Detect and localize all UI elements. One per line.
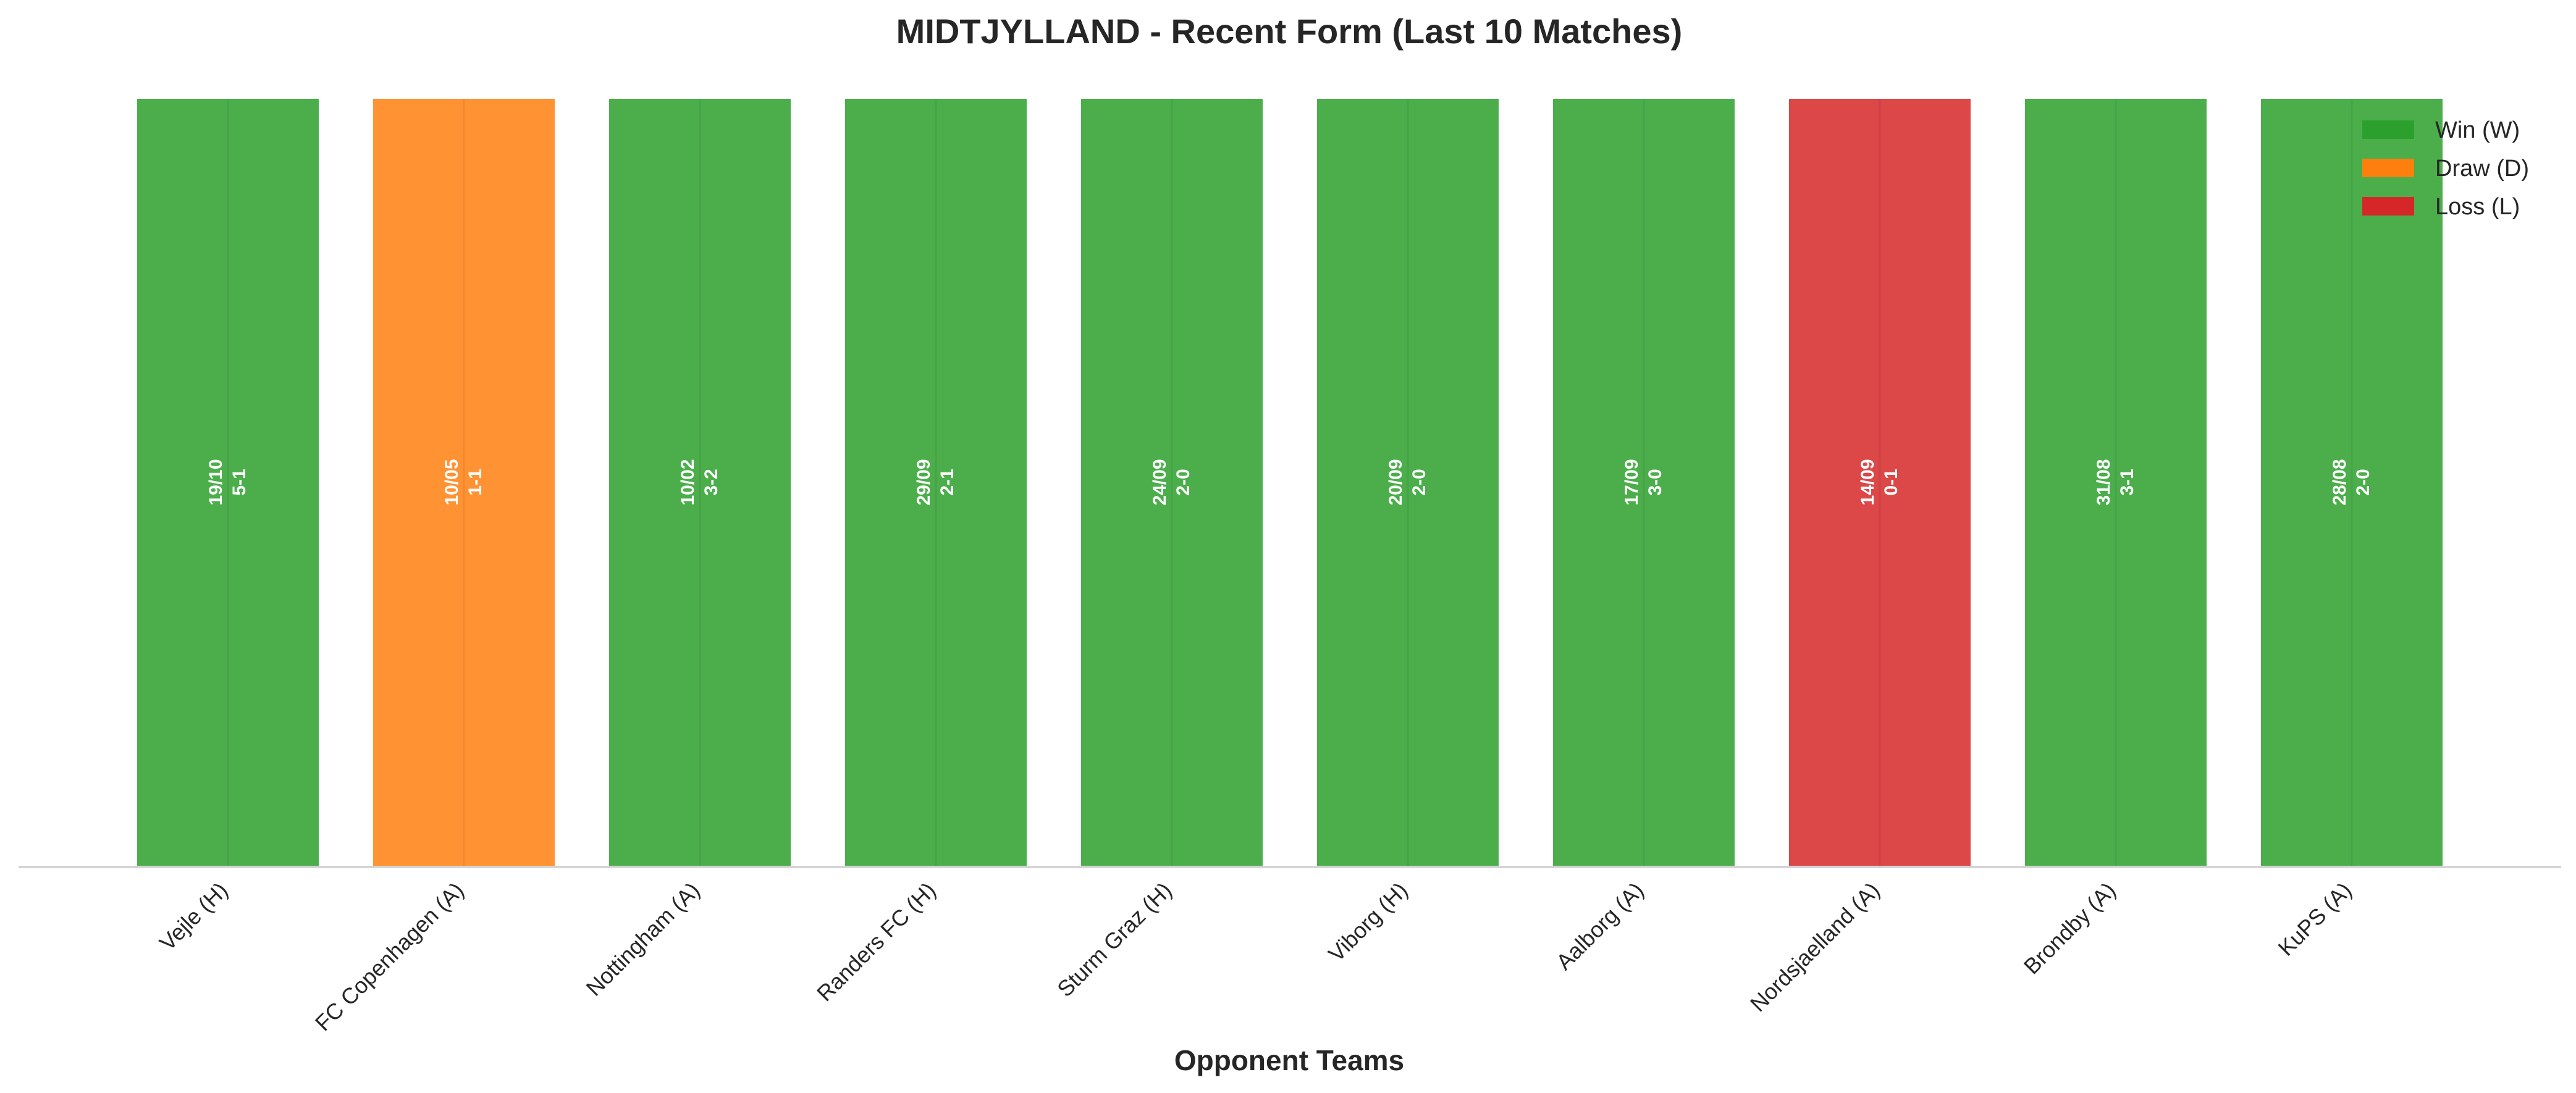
bar-score-9: 3-1 (2117, 469, 2137, 495)
bar-score-8: 0-1 (1881, 469, 1901, 495)
x-tick-label-6: Viborg (H) (1323, 877, 1413, 967)
legend: Win (W) Draw (D) Loss (L) (2362, 117, 2529, 220)
x-tick-label-4: Randers FC (H) (812, 877, 941, 1007)
bar-label-7: 17/09 3-0 (1622, 459, 1665, 505)
bar-4 (843, 96, 1029, 868)
bar-score-7: 3-0 (1645, 469, 1665, 495)
bar-score-4: 2-1 (937, 469, 958, 495)
x-tick-labels: Vejle (H) FC Copenhagen (A) Nottingham (A)… (154, 877, 2357, 1036)
x-tick-label-2: FC Copenhagen (A) (310, 877, 469, 1036)
bar-label-6: 20/09 2-0 (1386, 459, 1429, 505)
legend-label-d: Draw (D) (2435, 156, 2529, 182)
legend-swatch-w (2362, 120, 2414, 139)
legend-label-w: Win (W) (2435, 117, 2520, 143)
x-tick-label-9: Brondby (A) (2019, 877, 2121, 979)
legend-swatch-l (2362, 197, 2414, 216)
x-axis-title: Opponent Teams (1174, 1044, 1404, 1076)
bar-2 (371, 96, 557, 868)
bar-date-5: 24/09 (1150, 459, 1170, 505)
bar-date-10: 28/08 (2330, 459, 2350, 505)
bar-score-5: 2-0 (1173, 469, 1193, 495)
bar-date-4: 29/09 (914, 459, 934, 505)
bar-7 (1551, 96, 1737, 868)
bar-6 (1315, 96, 1501, 868)
bar-10 (2258, 96, 2445, 868)
bar-score-6: 2-0 (1409, 469, 1429, 495)
bar-label-2: 10/05 1-1 (442, 459, 486, 505)
bar-label-3: 10/02 3-2 (678, 459, 722, 505)
bar-1 (135, 96, 321, 868)
chart-title: MIDTJYLLAND - Recent Form (Last 10 Match… (896, 12, 1683, 51)
bar-label-5: 24/09 2-0 (1150, 459, 1193, 505)
x-tick-label-7: Aalborg (A) (1551, 877, 1649, 975)
bar-score-3: 3-2 (701, 469, 722, 495)
bar-label-8: 14/09 0-1 (1858, 459, 1901, 505)
bar-label-10: 28/08 2-0 (2330, 459, 2373, 505)
bar-3 (607, 96, 793, 868)
bar-score-10: 2-0 (2353, 469, 2373, 495)
bar-label-9: 31/08 3-1 (2094, 459, 2137, 505)
x-tick-label-3: Nottingham (A) (581, 877, 704, 1001)
bar-date-3: 10/02 (678, 459, 698, 505)
x-tick-label-8: Nordsjaelland (A) (1745, 877, 1885, 1017)
bar-date-6: 20/09 (1386, 459, 1406, 505)
x-tick-label-5: Sturm Graz (H) (1052, 877, 1177, 1002)
bar-date-1: 19/10 (206, 459, 226, 505)
bar-score-2: 1-1 (465, 469, 486, 495)
bar-score-1: 5-1 (229, 469, 250, 495)
bar-5 (1079, 96, 1265, 868)
bars-layer: 19/10 5-1 10/05 1-1 10/02 3-2 29/09 2-1 24/09 2-0… (135, 96, 2445, 868)
x-tick-label-1: Vejle (H) (154, 877, 233, 956)
bar-label-1: 19/10 5-1 (206, 459, 250, 505)
legend-label-l: Loss (L) (2435, 194, 2520, 220)
bar-date-9: 31/08 (2094, 459, 2114, 505)
bar-date-8: 14/09 (1858, 459, 1878, 505)
bar-date-7: 17/09 (1622, 459, 1642, 505)
legend-swatch-d (2362, 159, 2414, 177)
bar-label-4: 29/09 2-1 (914, 459, 958, 505)
x-tick-label-10: KuPS (A) (2273, 877, 2357, 961)
bar-date-2: 10/05 (442, 459, 462, 505)
